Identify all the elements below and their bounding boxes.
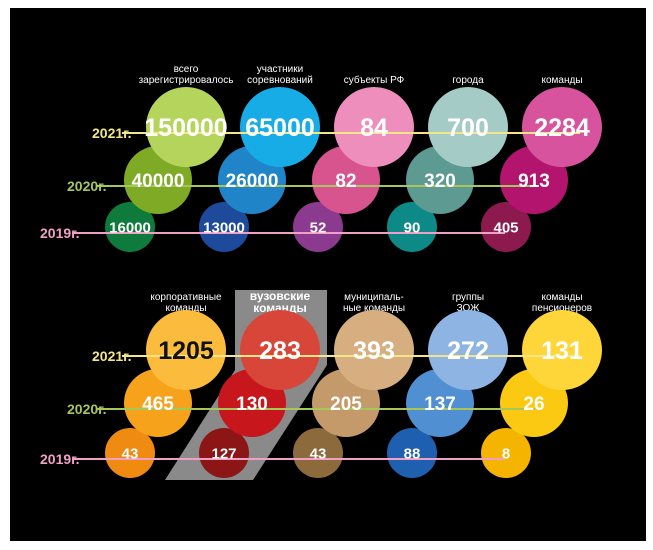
column-header-text: команды <box>165 303 206 314</box>
value-label: 465 <box>142 394 174 415</box>
column-header-text: ЗОЖ <box>457 303 480 314</box>
bubble-2019 <box>199 428 249 478</box>
infographic-canvas: всего зарегистрировалось участники соревнов… <box>10 8 646 541</box>
year-label: 2019г. <box>40 225 79 241</box>
bubble-2019 <box>293 202 343 252</box>
value-label: 84 <box>360 114 388 142</box>
value-label: 272 <box>447 337 489 365</box>
value-label: 82 <box>335 171 356 192</box>
value-label: 8 <box>502 445 510 462</box>
bubble-2021 <box>334 310 414 390</box>
value-label: 127 <box>211 445 236 462</box>
value-label: 65000 <box>245 114 315 142</box>
value-label: 2284 <box>534 114 590 142</box>
year-label: 2020г. <box>67 401 106 417</box>
value-label: 1205 <box>158 337 214 365</box>
year-label: 2019г. <box>40 451 79 467</box>
bubble-2021 <box>146 310 226 390</box>
column-header-text: вузовские <box>250 289 311 303</box>
value-label: 43 <box>310 445 327 462</box>
value-label: 52 <box>310 219 327 236</box>
value-label: 700 <box>447 114 489 142</box>
bubble-2019 <box>199 202 249 252</box>
bubble-2021 <box>522 310 602 390</box>
bubble-2019 <box>293 428 343 478</box>
column-header-text: соревнований <box>247 75 313 86</box>
value-label: 43 <box>122 445 139 462</box>
column-header-text: всего <box>174 64 199 75</box>
value-label: 90 <box>404 219 421 236</box>
value-label: 283 <box>259 337 301 365</box>
value-label: 320 <box>424 171 456 192</box>
value-label: 88 <box>404 445 421 462</box>
bubble-2019 <box>387 202 437 252</box>
bubble-2019 <box>105 428 155 478</box>
bubble-2019 <box>481 202 531 252</box>
panel-2: корпоративныекомандывузовскиекомандымуни… <box>40 289 602 478</box>
column-header-text: команды <box>253 301 307 315</box>
value-label: 26 <box>523 394 544 415</box>
value-label: 150000 <box>144 114 227 142</box>
year-label: 2020г. <box>67 178 106 194</box>
column-header-text: зарегистрировалось <box>139 75 234 86</box>
value-label: 913 <box>518 171 550 192</box>
column-header-text: ные команды <box>343 303 405 314</box>
column-header-text: группы <box>452 292 484 303</box>
column-header-text: субъекты РФ <box>344 74 405 86</box>
bubble-2021 <box>428 310 508 390</box>
column-header-text: пенсионеров <box>532 303 592 314</box>
column-header-text: команды <box>541 292 582 303</box>
bubble-2019 <box>105 202 155 252</box>
bubble-2021 <box>240 87 320 167</box>
bubble-2021 <box>428 87 508 167</box>
value-label: 26000 <box>226 171 279 192</box>
value-label: 40000 <box>132 171 185 192</box>
bubble-2021 <box>146 87 226 167</box>
value-label: 205 <box>330 394 362 415</box>
bubble-2021 <box>240 310 320 390</box>
column-header-text: муниципаль- <box>344 292 404 303</box>
value-label: 393 <box>353 337 395 365</box>
bubble-2019 <box>481 428 531 478</box>
column-header-text: команды <box>541 75 582 86</box>
bubble-2021 <box>334 87 414 167</box>
value-label: 131 <box>541 337 583 365</box>
value-label: 405 <box>493 219 518 236</box>
year-label: 2021г. <box>92 125 131 141</box>
value-label: 16000 <box>109 219 151 236</box>
bubble-2019 <box>387 428 437 478</box>
column-header-text: города <box>452 75 484 86</box>
column-header-text: корпоративные <box>150 292 222 303</box>
year-label: 2021г. <box>92 348 131 364</box>
column-header-text: участники <box>257 64 303 75</box>
value-label: 130 <box>236 394 268 415</box>
value-label: 13000 <box>203 219 245 236</box>
value-label: 137 <box>424 394 456 415</box>
bubble-2021 <box>522 87 602 167</box>
